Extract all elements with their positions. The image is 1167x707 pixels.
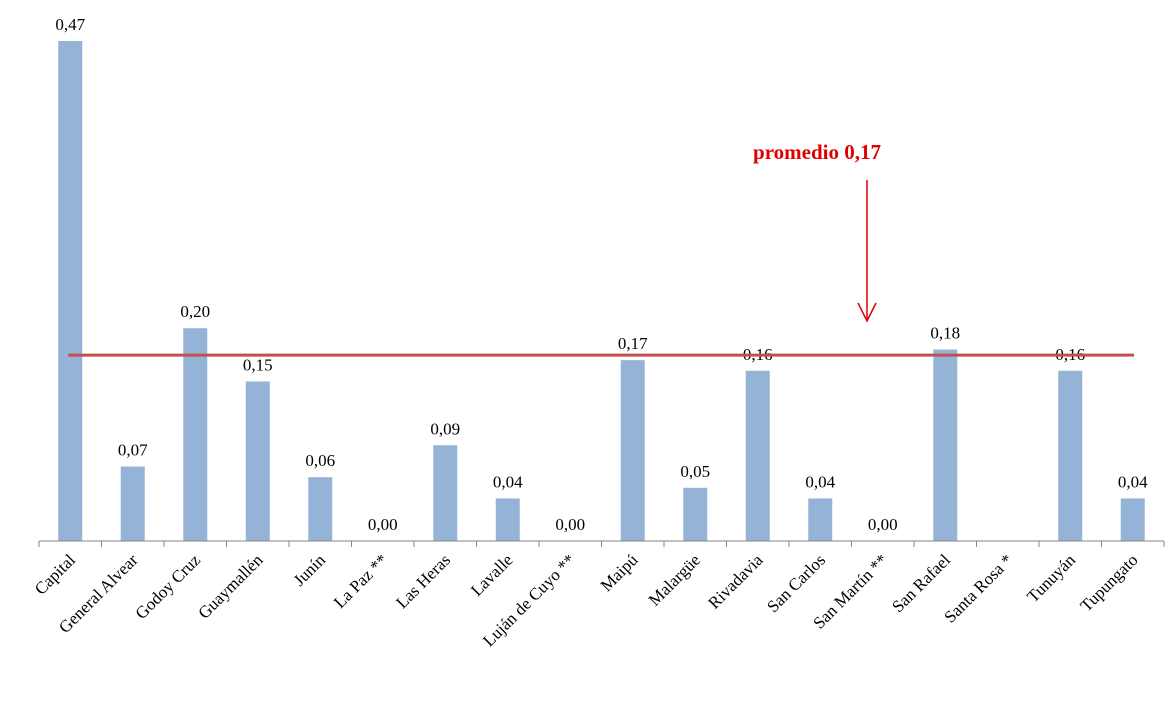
bar [495, 498, 520, 541]
bar [433, 445, 458, 541]
category-label: Malargüe [645, 550, 704, 609]
value-label: 0,00 [868, 515, 898, 534]
category-label: Godoy Cruz [132, 550, 205, 623]
value-label: 0,04 [493, 472, 523, 491]
bar [683, 487, 708, 541]
bars-layer [58, 41, 1145, 541]
value-label: 0,05 [680, 462, 710, 481]
bar [58, 41, 83, 541]
value-label: 0,00 [368, 515, 398, 534]
bar [933, 349, 958, 541]
category-label: La Paz ** [330, 550, 392, 612]
category-label: Las Heras [392, 550, 454, 612]
value-label: 0,07 [118, 441, 148, 460]
category-label: Junín [290, 550, 330, 590]
category-label: San Carlos [763, 550, 829, 616]
value-label: 0,09 [430, 419, 460, 438]
value-label: 0,47 [55, 15, 85, 34]
bar [183, 328, 208, 541]
category-label: Capital [31, 550, 79, 598]
value-labels-layer: 0,47 0,07 0,20 0,15 0,06 0,00 0,09 0,04 0,00 0,17… [55, 15, 1148, 534]
value-label: 0,17 [618, 334, 648, 353]
annotation-arrow [857, 180, 877, 323]
value-label: 0,04 [805, 472, 835, 491]
x-axis [38, 540, 1165, 547]
value-label: 0,00 [555, 515, 585, 534]
category-label: San Rafael [888, 550, 954, 616]
category-label: Lavalle [467, 550, 516, 599]
value-label: 0,18 [930, 324, 960, 343]
arrow-head [857, 302, 877, 323]
value-label: 0,06 [305, 451, 335, 470]
category-label: Tunuyán [1023, 550, 1079, 606]
bar [808, 498, 833, 541]
category-label: Maipú [597, 550, 642, 595]
bar [308, 477, 333, 541]
value-label: 0,20 [180, 302, 210, 321]
category-label: Tupungato [1076, 550, 1141, 615]
category-label: Rivadavia [704, 550, 766, 612]
average-annotation: promedio 0,17 [753, 140, 881, 164]
category-label: Guaymallén [194, 550, 267, 623]
bar [1058, 370, 1083, 541]
bar [1120, 498, 1145, 541]
bar [745, 370, 770, 541]
bar [620, 360, 645, 541]
bar [245, 381, 270, 541]
value-label: 0,04 [1118, 472, 1148, 491]
value-label: 0,15 [243, 355, 273, 374]
bar [120, 466, 145, 541]
